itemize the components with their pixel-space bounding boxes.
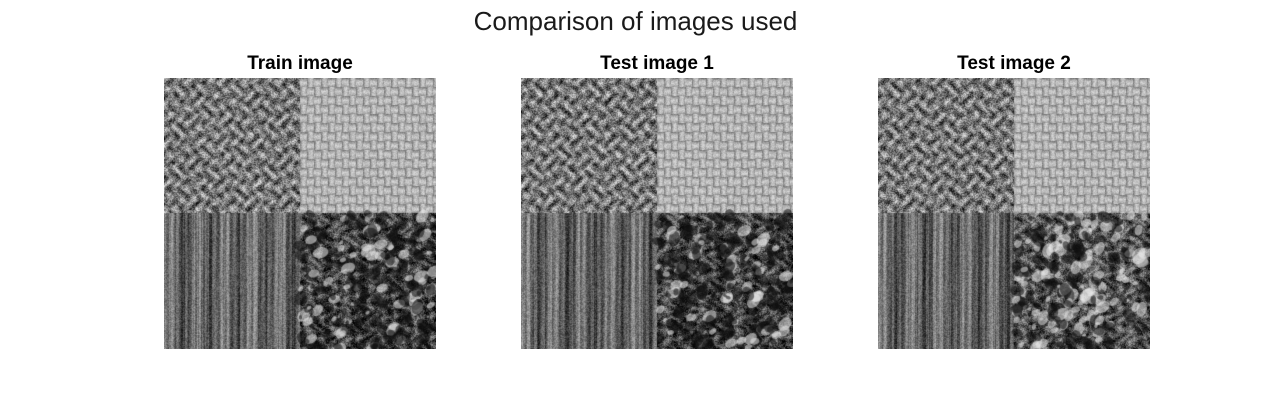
panel-train-image: Train image (164, 52, 436, 349)
panel-title: Train image (247, 53, 353, 74)
panel-test-image-1: Test image 1 (521, 52, 793, 349)
texture-mosaic-image (878, 78, 1150, 349)
panel-title: Test image 2 (957, 53, 1071, 74)
texture-mosaic-image (164, 78, 436, 349)
panel-test-image-2: Test image 2 (878, 52, 1150, 349)
texture-mosaic-image (521, 78, 793, 349)
figure-title: Comparison of images used (473, 6, 798, 36)
panel-title: Test image 1 (600, 53, 714, 74)
